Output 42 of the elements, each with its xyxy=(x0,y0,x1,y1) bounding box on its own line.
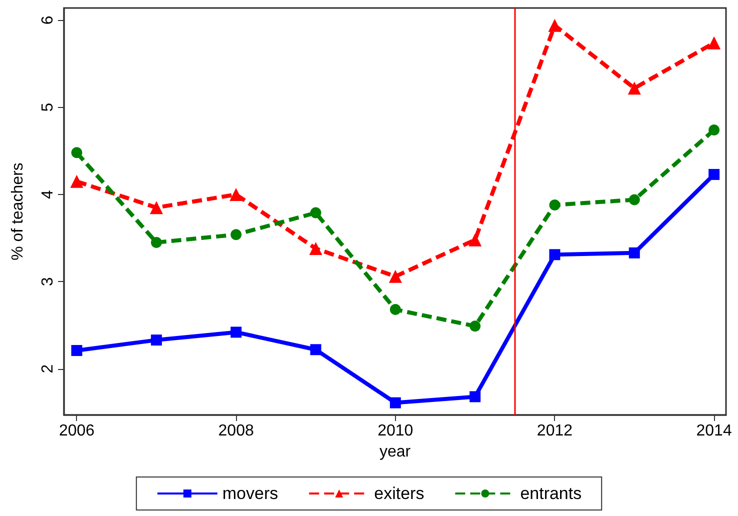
y-axis-title: % of teachers xyxy=(10,162,26,260)
y-tick-label: 2 xyxy=(40,364,56,374)
x-tick-label: 2010 xyxy=(378,422,414,440)
point xyxy=(708,36,721,50)
x-tick-label: 2012 xyxy=(536,422,573,440)
x-axis-title: year xyxy=(379,443,412,460)
point xyxy=(468,233,482,246)
point xyxy=(150,236,162,248)
point xyxy=(390,397,401,408)
point xyxy=(628,247,640,258)
point xyxy=(230,229,242,240)
x-tick-label: 2006 xyxy=(58,422,95,440)
point xyxy=(150,201,163,214)
point xyxy=(309,242,322,256)
point xyxy=(628,82,641,95)
point xyxy=(310,344,322,356)
legend-label: entrants xyxy=(520,484,582,503)
point xyxy=(628,194,640,206)
point xyxy=(470,391,481,402)
point xyxy=(70,174,84,188)
x-tick-label: 2014 xyxy=(696,422,732,440)
y-tick-label: 5 xyxy=(40,102,56,112)
point xyxy=(230,326,242,338)
y-tick-label: 4 xyxy=(40,190,56,199)
point xyxy=(548,18,562,32)
point xyxy=(470,320,481,332)
point xyxy=(310,207,322,218)
point xyxy=(390,304,401,316)
point xyxy=(549,249,560,260)
x-tick-label: 2008 xyxy=(218,422,254,440)
point xyxy=(549,199,560,210)
legend-label: movers xyxy=(222,484,278,503)
point xyxy=(71,345,82,356)
point xyxy=(388,270,402,283)
point xyxy=(71,147,82,158)
legend-label: exiters xyxy=(374,484,424,503)
point xyxy=(708,124,720,136)
point xyxy=(230,188,243,202)
point xyxy=(708,168,720,180)
point xyxy=(150,334,162,346)
y-tick-label: 6 xyxy=(40,16,56,25)
y-tick-label: 3 xyxy=(40,277,56,286)
